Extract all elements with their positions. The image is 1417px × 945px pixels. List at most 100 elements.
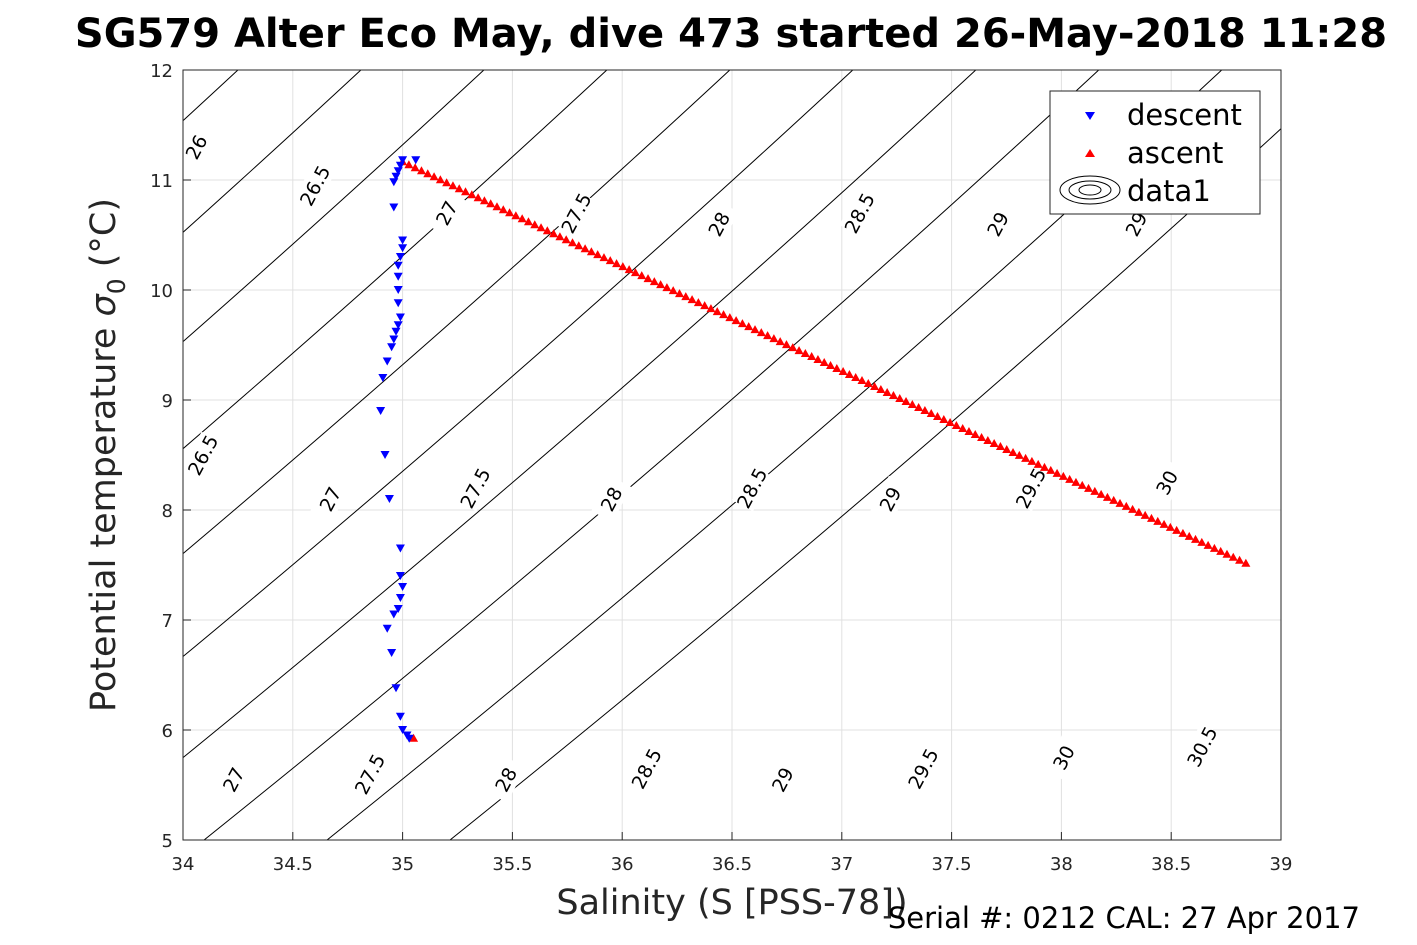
ascent-point — [473, 193, 483, 202]
legend-descent-marker — [1085, 112, 1095, 120]
ascent-point — [1146, 513, 1156, 522]
ascent-point — [989, 438, 999, 447]
ascent-point — [624, 265, 634, 274]
ascent-point — [725, 313, 735, 322]
ascent-point — [995, 441, 1005, 450]
descent-point — [380, 451, 390, 459]
contour-label-backdrop — [1043, 734, 1084, 781]
ascent-point — [951, 420, 961, 429]
ascent-point — [523, 217, 533, 226]
ascent-point — [888, 391, 898, 400]
contour-label-backdrop — [485, 756, 526, 803]
ascent-point — [1128, 504, 1138, 513]
contour-label-backdrop — [213, 756, 254, 803]
ascent-point — [1046, 465, 1056, 474]
y-axis-label-unit: (°C) — [84, 198, 124, 278]
ascent-point — [977, 432, 987, 441]
ascent-point — [706, 304, 716, 313]
ascent-point — [1052, 468, 1062, 477]
ascent-point — [819, 358, 829, 367]
ascent-point — [744, 322, 754, 331]
ascent-point — [1002, 444, 1012, 453]
contour-label-backdrop — [626, 745, 667, 792]
contour-label-backdrop — [839, 189, 880, 237]
ascent-point — [1058, 471, 1068, 480]
ascent-point — [826, 361, 836, 370]
x-axis-ticks: 34 34.5 35 35.5 36 36.5 37 37.5 38 38.5 39 — [172, 832, 1292, 875]
contour-label-backdrop — [1181, 723, 1222, 770]
ascent-point — [775, 337, 785, 346]
y-axis-label-sigma: σ — [84, 292, 124, 316]
ascent-point — [1084, 483, 1094, 492]
contour-label-backdrop — [455, 464, 496, 512]
ascent-point — [781, 340, 791, 349]
descent-series — [376, 156, 421, 743]
descent-point — [398, 236, 408, 245]
ascent-point — [668, 286, 678, 295]
ascent-point — [914, 402, 924, 411]
ascent-point — [1178, 528, 1188, 537]
ascent-point — [681, 292, 691, 301]
ascent-point — [857, 376, 867, 385]
contour-line-28-5 — [183, 70, 854, 658]
ascent-point — [454, 184, 464, 193]
ascent-point — [719, 310, 729, 319]
descent-point — [391, 327, 401, 336]
x-tick-label: 35.5 — [492, 854, 532, 875]
ascent-point — [429, 172, 439, 181]
descent-point — [376, 407, 386, 415]
x-tick-label: 37 — [830, 854, 853, 875]
ascent-point — [907, 399, 917, 408]
legend: descent ascent data1 — [1049, 90, 1261, 215]
ascent-point — [612, 259, 622, 268]
ascent-point — [1071, 477, 1081, 486]
contour-label-backdrop — [903, 745, 944, 792]
ascent-point — [1014, 450, 1024, 459]
ascent-point — [1140, 510, 1150, 519]
contour-label-backdrop — [870, 475, 911, 523]
ascent-point — [542, 226, 552, 235]
ascent-point — [933, 411, 943, 420]
ascent-point — [769, 334, 779, 343]
ascent-point — [1008, 447, 1018, 456]
ascent-point — [561, 235, 571, 244]
ascent-point — [1197, 537, 1207, 546]
descent-point — [387, 343, 397, 352]
contour-label-backdrop — [349, 750, 390, 798]
descent-point — [398, 156, 408, 165]
descent-point — [395, 712, 405, 721]
ascent-point — [876, 385, 886, 394]
ascent-point — [807, 352, 817, 361]
legend-ascent-label: ascent — [1127, 136, 1223, 170]
ascent-point — [586, 247, 596, 256]
descent-point — [393, 286, 403, 294]
ascent-point — [486, 199, 496, 208]
ascent-point — [756, 328, 766, 337]
ascent-point — [895, 394, 905, 403]
ascent-point — [844, 370, 854, 379]
y-tick-label: 6 — [162, 721, 173, 742]
descent-point — [391, 172, 401, 181]
ascent-point — [964, 426, 974, 435]
ascent-point — [926, 408, 936, 417]
contour-label-backdrop — [176, 123, 217, 171]
ascent-point — [882, 388, 892, 397]
ascent-point — [1216, 546, 1226, 555]
x-tick-label: 35 — [391, 854, 414, 875]
ascent-point — [1222, 549, 1232, 558]
ascent-series — [398, 157, 1251, 742]
ascent-point — [1159, 519, 1169, 528]
ascent-point — [536, 223, 546, 232]
ascent-point — [448, 181, 458, 190]
descent-point — [395, 161, 405, 170]
y-tick-label: 11 — [150, 171, 173, 192]
contour-label-backdrop — [556, 189, 597, 237]
ascent-point — [492, 202, 502, 211]
ascent-point — [958, 423, 968, 432]
descent-point — [398, 244, 408, 253]
ascent-point — [404, 160, 414, 169]
ascent-point — [870, 382, 880, 391]
ascent-point — [800, 349, 810, 358]
y-tick-label: 10 — [150, 281, 173, 302]
descent-point — [395, 572, 405, 580]
